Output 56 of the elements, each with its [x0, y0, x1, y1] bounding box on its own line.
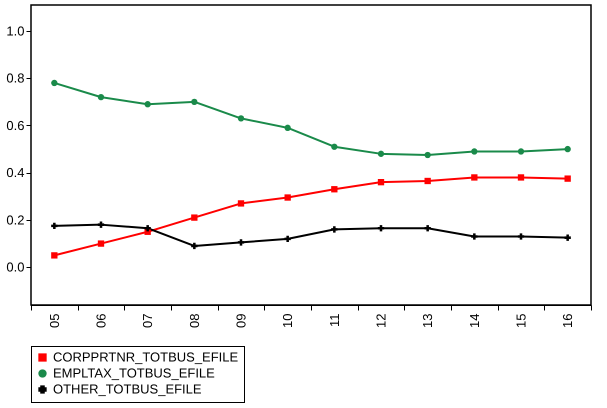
point: [471, 174, 478, 181]
point: [284, 236, 291, 242]
y-tick-label: 0.2: [6, 212, 24, 228]
y-tick-label: 0.6: [6, 118, 24, 133]
point: [564, 146, 571, 152]
point: [518, 174, 524, 181]
x-tick-label: 08: [186, 314, 202, 328]
point: [144, 225, 151, 232]
point: [378, 179, 384, 186]
x-tick-label: 12: [374, 314, 388, 328]
point: [191, 214, 198, 221]
x-tick-label: 16: [560, 314, 576, 328]
x-tick-label: 11: [326, 314, 342, 327]
point: [331, 186, 338, 192]
point: [378, 150, 384, 157]
point: [564, 175, 571, 182]
point: [144, 101, 151, 108]
x-tick-label: 07: [140, 314, 156, 328]
point: [284, 124, 291, 131]
point: [378, 225, 384, 232]
x-tick-label: 14: [466, 314, 482, 328]
legend-label: OTHER_TOTBUS_EFILE: [53, 382, 202, 396]
point: [191, 242, 198, 250]
point: [331, 226, 338, 233]
point: [238, 115, 244, 122]
point: [191, 98, 198, 106]
point: [424, 152, 431, 158]
point: [51, 80, 58, 86]
x-tick-label: 13: [420, 314, 436, 328]
point: [238, 200, 244, 207]
legend-label: EMPLTAX_TOTBUS_EFILE: [53, 366, 216, 380]
x-tick-label: 10: [280, 314, 296, 328]
x-tick-label: 15: [514, 314, 528, 328]
point: [564, 234, 571, 241]
point: [331, 144, 338, 150]
legend-label: CORPPRTNR_TOTBUS_EFILE: [53, 350, 239, 364]
y-tick-label: 1.0: [6, 23, 24, 38]
point: [518, 148, 524, 155]
point: [424, 178, 431, 184]
y-tick-label: 0.4: [6, 165, 24, 180]
x-tick-label: 09: [234, 314, 248, 328]
point: [98, 222, 104, 228]
point: [98, 94, 104, 100]
point: [51, 252, 58, 259]
point: [284, 194, 291, 201]
point: [238, 239, 244, 246]
point: [471, 148, 478, 155]
point: [518, 233, 524, 240]
y-tick-label: 0.0: [6, 260, 24, 275]
x-tick-label: 06: [94, 314, 108, 328]
point: [51, 222, 58, 230]
x-tick-label: 05: [46, 314, 62, 328]
point: [471, 233, 478, 240]
point: [98, 240, 104, 247]
point: [424, 225, 431, 232]
y-tick-label: 0.8: [6, 70, 24, 86]
